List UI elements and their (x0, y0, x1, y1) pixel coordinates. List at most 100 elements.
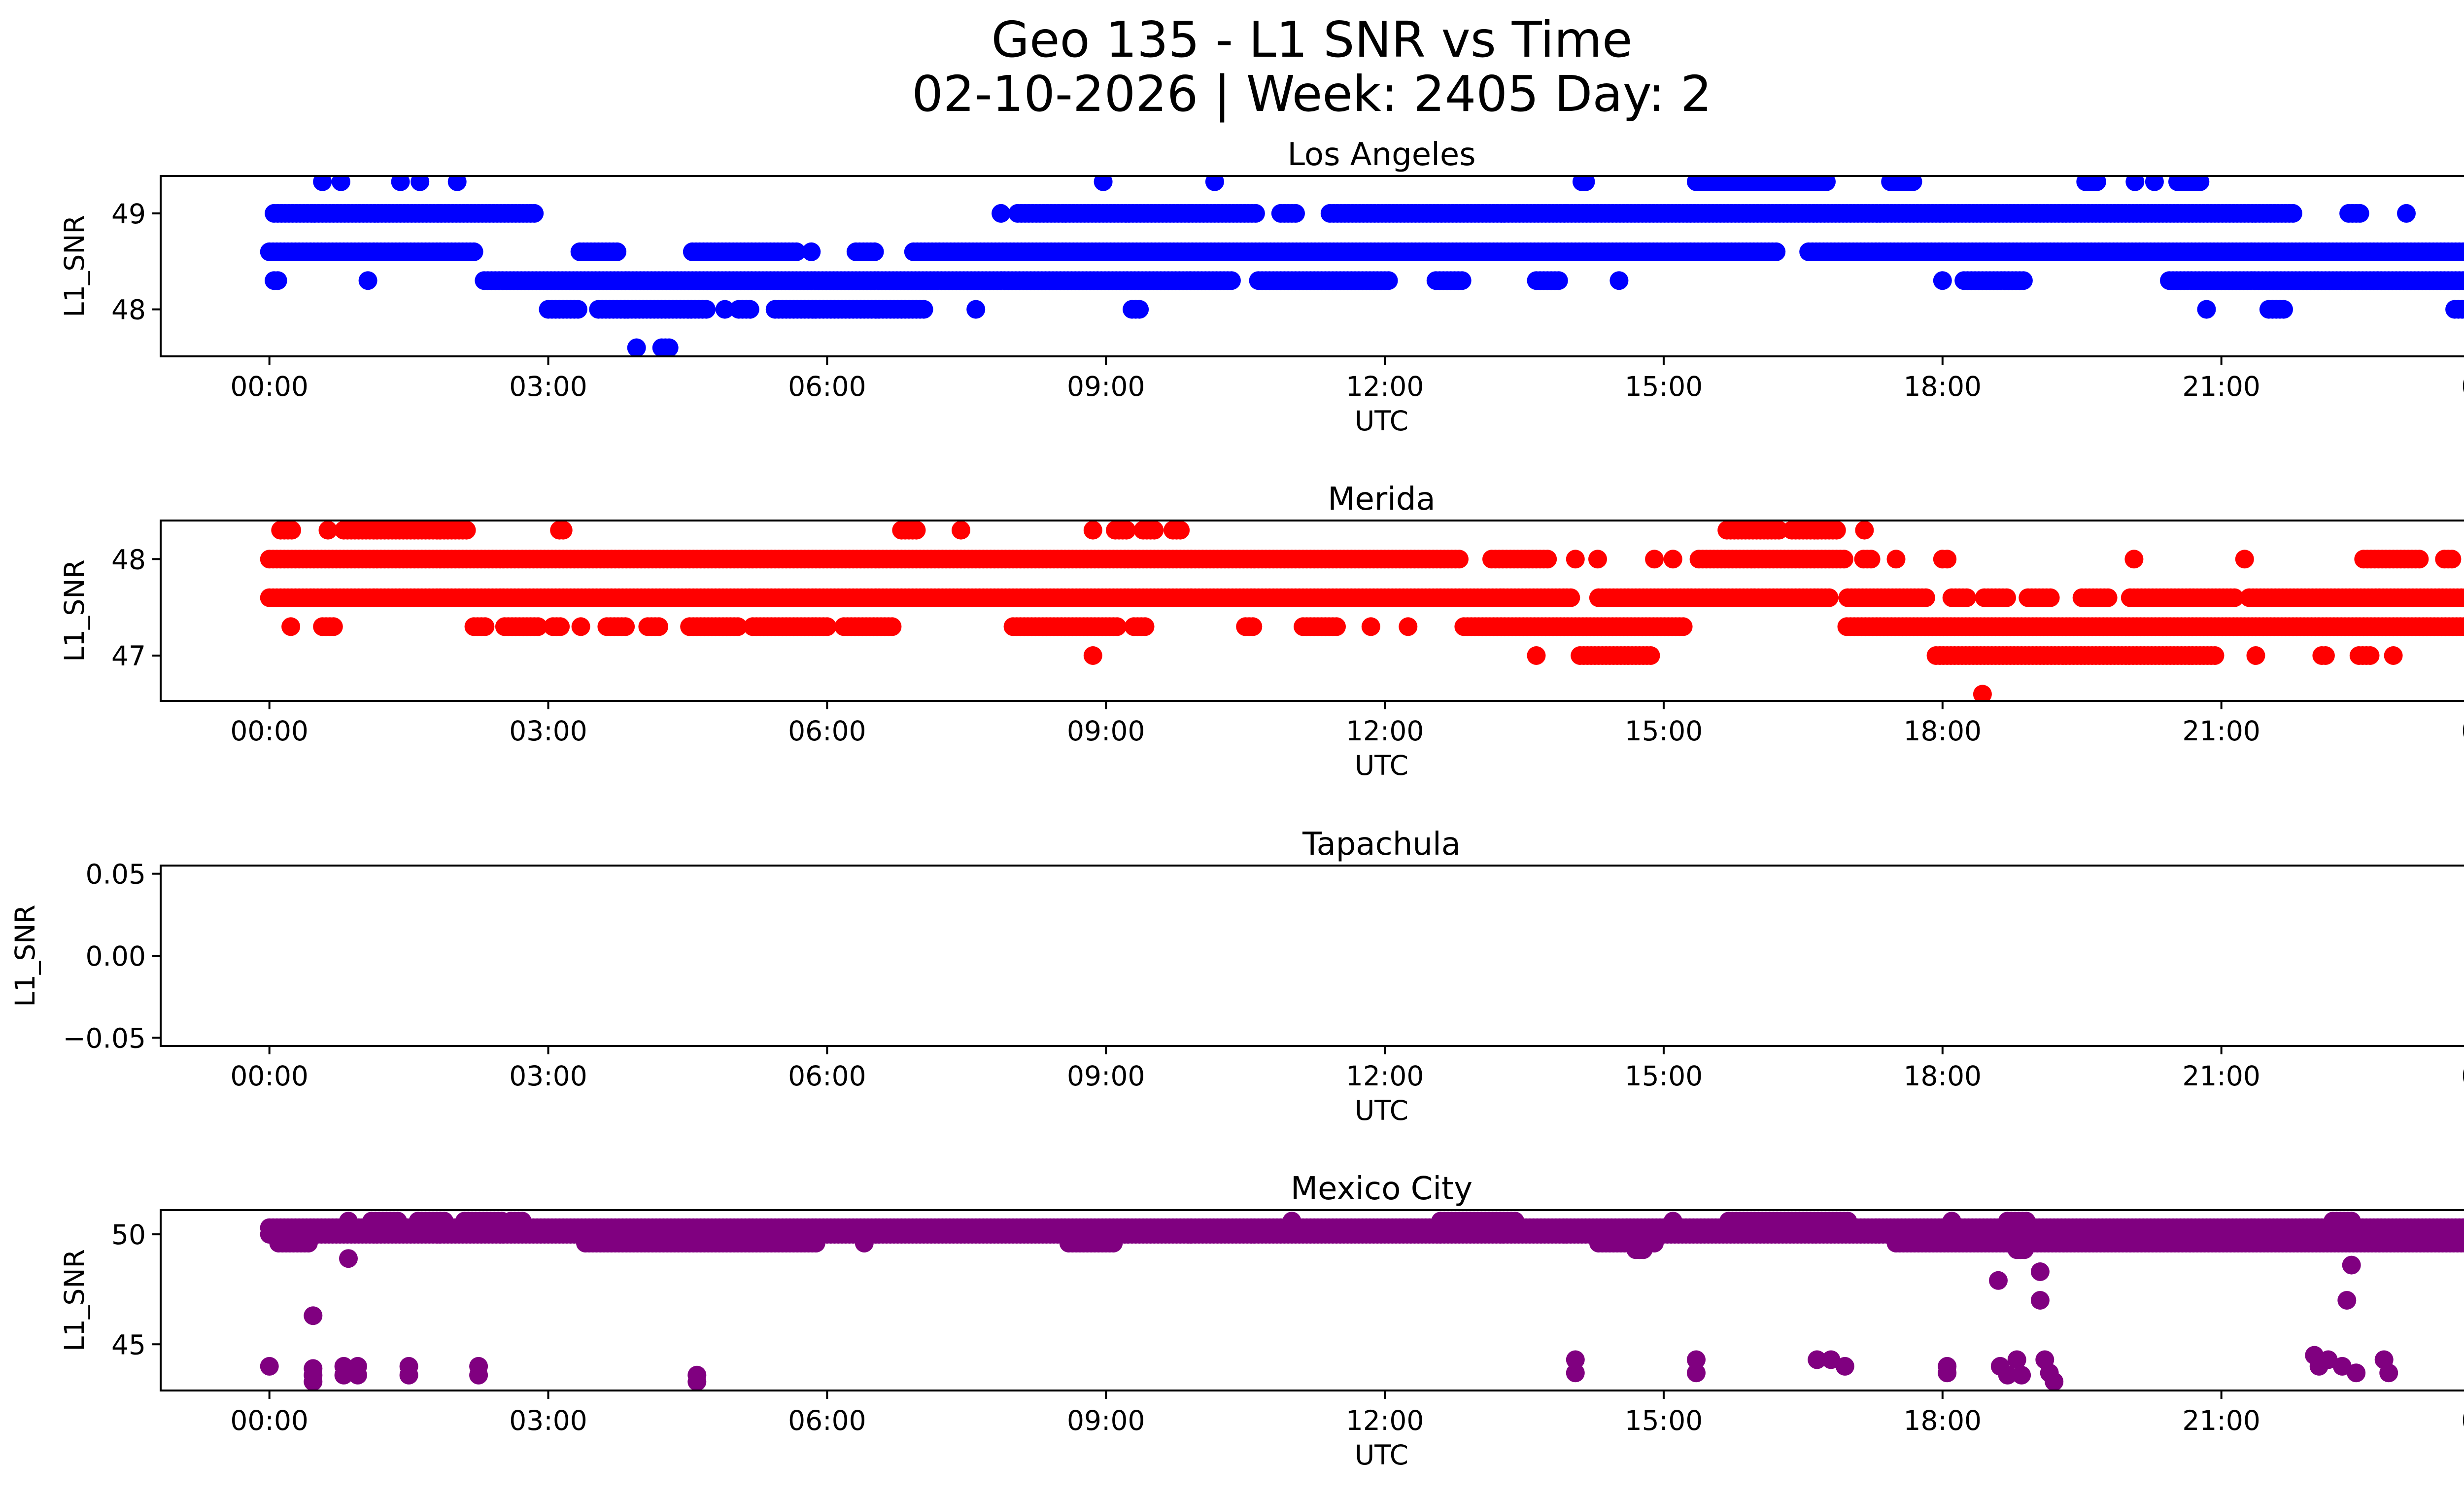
data-point (1855, 521, 1874, 540)
data-point (447, 176, 467, 191)
data-point (1957, 588, 1976, 607)
data-point (715, 300, 734, 319)
y-tick-label: 48 (111, 544, 146, 575)
data-point (2459, 590, 2464, 606)
data-point (1246, 204, 1265, 223)
data-point (1327, 617, 1346, 636)
data-point (476, 617, 495, 636)
x-tick-label: 12:00 (1346, 1060, 1424, 1092)
data-point (2045, 1372, 2064, 1391)
data-point (865, 242, 884, 261)
y-axis-label: L1_SNR (59, 215, 90, 317)
data-point (2015, 1240, 2034, 1259)
data-point (1687, 1363, 1706, 1383)
axes-frame (160, 1209, 2464, 1391)
data-point (282, 521, 301, 540)
data-point (2342, 1255, 2361, 1275)
y-tick-label: 48 (111, 294, 146, 326)
data-point (1687, 1350, 1706, 1369)
data-point (2246, 646, 2265, 665)
y-axis-label: L1_SNR (59, 559, 90, 661)
data-point (608, 242, 627, 261)
data-point (464, 242, 483, 261)
data-point (339, 1249, 358, 1268)
x-tick-label: 12:00 (1346, 371, 1424, 402)
y-axis-label: L1_SNR (59, 1249, 90, 1351)
data-point (1663, 550, 1682, 569)
data-point (1538, 550, 1557, 569)
data-point (331, 176, 350, 191)
data-point (2461, 245, 2464, 259)
data-point (1135, 617, 1155, 636)
data-point (992, 204, 1011, 223)
x-tick-label: 18:00 (1904, 715, 1982, 747)
data-point (324, 617, 343, 636)
data-point (553, 521, 573, 540)
data-point (2332, 1356, 2352, 1376)
axes-frame (160, 175, 2464, 357)
data-point (1835, 1356, 1854, 1376)
data-point (2030, 1291, 2050, 1310)
data-point (469, 1365, 488, 1385)
scatter-marks (260, 1212, 2464, 1391)
y-tick-label: 0.05 (86, 859, 146, 890)
y-tick-label: 45 (111, 1329, 146, 1360)
data-point (2319, 1350, 2338, 1369)
data-point (1527, 646, 1546, 665)
axes-frame (160, 520, 2464, 702)
data-point (1205, 176, 1224, 191)
data-point (616, 617, 635, 636)
data-point (1222, 271, 1241, 290)
data-point (1998, 1365, 2017, 1385)
data-point (2087, 176, 2106, 191)
data-point (2384, 646, 2403, 665)
data-point (2145, 176, 2164, 191)
data-point (627, 338, 646, 356)
x-tick-label: 15:00 (1625, 371, 1703, 402)
x-tick-label: 00:00 (230, 1060, 308, 1092)
data-point (1886, 550, 1906, 569)
x-tick-label: 09:00 (1067, 1060, 1145, 1092)
data-point (2460, 302, 2464, 317)
x-tick-label: 03:00 (509, 1060, 587, 1092)
data-point (1083, 521, 1102, 540)
x-tick-label: 00:00 (230, 371, 308, 402)
data-point (2347, 1363, 2366, 1383)
data-point (281, 617, 301, 636)
x-tick-label: 21:00 (2182, 1060, 2260, 1092)
data-point (1938, 1356, 1957, 1376)
y-tick-label: 0.00 (86, 940, 146, 972)
data-point (551, 617, 570, 636)
y-tick-label: 49 (111, 198, 146, 230)
data-point (1997, 588, 2016, 607)
data-point (2124, 550, 2144, 569)
data-point (1117, 521, 1136, 540)
data-point (1916, 588, 1935, 607)
x-axis-label: UTC (1355, 750, 1408, 781)
data-point (1641, 646, 1660, 665)
data-point (411, 176, 430, 191)
data-point (304, 1306, 323, 1325)
data-point (457, 521, 476, 540)
x-tick-label: 09:00 (1067, 371, 1145, 402)
data-point (1933, 550, 1952, 569)
data-point (1834, 550, 1853, 569)
data-point (2197, 300, 2216, 319)
data-point (2462, 621, 2464, 632)
data-point (334, 1365, 353, 1385)
x-tick-label: 06:00 (788, 715, 866, 747)
data-point (1450, 550, 1469, 569)
data-point (650, 617, 668, 636)
x-tick-label: 03:00 (509, 715, 587, 747)
data-point (348, 1365, 367, 1385)
subplot-title: Merida (1328, 481, 1436, 518)
data-point (2379, 1363, 2398, 1383)
x-tick-label: 18:00 (1904, 1060, 1982, 1092)
data-point (697, 300, 716, 319)
data-point (1645, 550, 1664, 569)
x-axis-label: UTC (1355, 1439, 1408, 1471)
data-point (855, 1234, 874, 1252)
data-point (2410, 550, 2429, 569)
